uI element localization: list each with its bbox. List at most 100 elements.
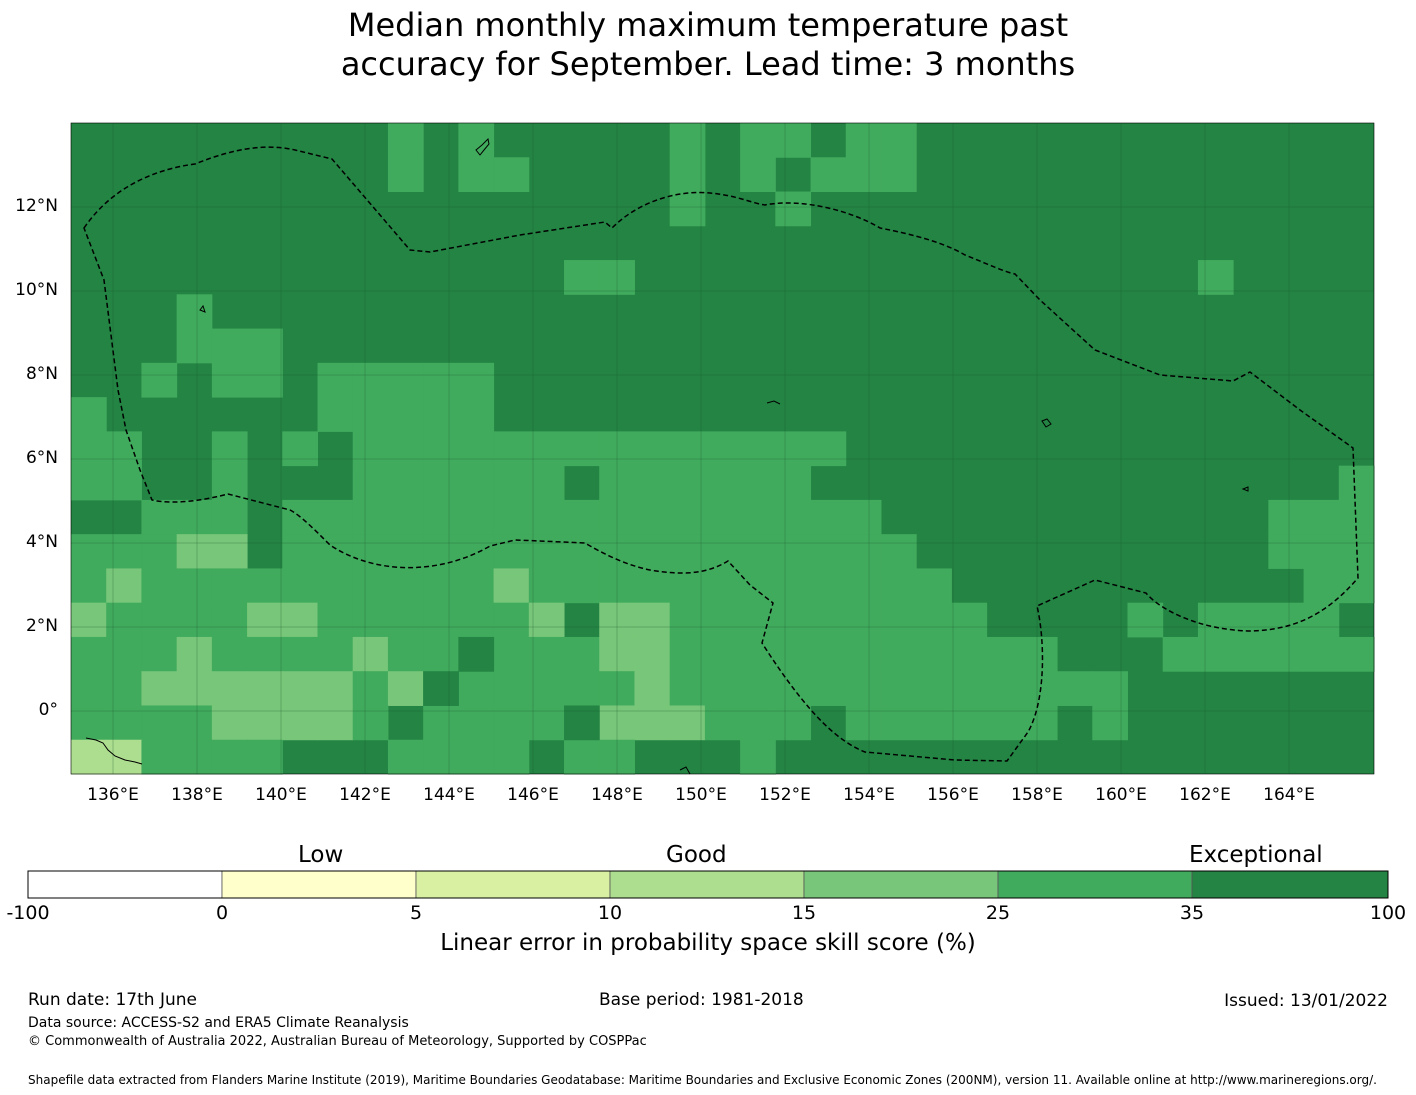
skill-cell [352,499,389,535]
skill-cell [352,705,389,741]
skill-cell [71,739,107,775]
skill-cell [458,705,495,741]
skill-cell [387,397,424,432]
skill-cell [458,534,495,569]
skill-cell [1233,602,1269,638]
skill-cell [352,636,389,672]
skill-cell [564,739,600,775]
skill-cell [951,705,988,741]
eez-boundary [83,146,1359,762]
island-e [766,400,781,405]
skill-cell [1021,636,1058,672]
skill-cell [775,705,812,741]
skill-cell [423,671,459,706]
skill-cell [916,705,952,741]
skill-cell [423,739,459,775]
skill-cell [247,636,283,672]
colorbar [27,870,1389,899]
skill-cell [775,602,812,638]
lon-label: 148°E [591,785,643,805]
skill-cell [1338,465,1375,501]
skill-cell [775,191,812,227]
skill-cell [775,431,812,467]
skill-cell [634,671,671,706]
colorbar-segment [221,870,417,899]
skill-cell [845,157,882,193]
skill-cell [211,534,248,569]
lat-label: 4°N [25,532,58,552]
lon-label: 164°E [1263,785,1315,805]
skill-cell [282,431,319,467]
skill-cell [1197,636,1234,672]
skill-cell [106,602,142,638]
skill-cell [176,328,213,364]
new-guinea-coast [85,737,143,765]
skill-cell [493,636,530,672]
skill-cell [986,705,1023,741]
skill-cell [458,602,495,638]
skill-cell [71,431,107,467]
skill-cell [528,705,565,741]
skill-cell [106,739,142,775]
issued-date: Issued: 13/01/2022 [1224,991,1388,1011]
skill-cell [669,465,706,501]
skill-cell [1303,602,1340,638]
skill-cell [176,294,213,330]
skill-cell [423,431,459,467]
skill-cell [423,465,459,501]
skill-cell [1092,671,1128,706]
colorbar-tick: -100 [6,902,50,924]
lon-label: 142°E [339,785,391,805]
skill-cell [880,157,917,193]
skill-cell [387,671,424,706]
graticule [71,123,1374,774]
skill-cell [282,568,319,604]
skill-cell [845,636,882,672]
skill-cell [810,431,847,467]
lon-label: 144°E [423,785,475,805]
lon-label: 158°E [1011,785,1063,805]
skill-cell [211,671,248,706]
coastlines [85,137,1249,775]
skill-cell [669,636,706,672]
lat-label: 6°N [25,448,58,468]
skill-cell [740,499,776,535]
skill-cell [352,465,389,501]
skill-cell [71,671,107,706]
skill-cell [176,739,213,775]
skill-cell [141,534,178,569]
skill-cell [423,636,459,672]
skill-cell [1127,602,1164,638]
title-line-1: Median monthly maximum temperature past [347,6,1069,44]
skill-cell [247,602,283,638]
skill-cell [845,671,882,706]
skill-cell [986,671,1023,706]
map-frame [70,122,1375,775]
skill-cell [634,499,671,535]
skill-cell [740,534,776,569]
colorbar-label: Linear error in probability space skill … [440,930,976,956]
skill-cell [423,602,459,638]
skill-cell [564,671,600,706]
skill-cell [387,568,424,604]
skill-cell [387,534,424,569]
colorbar-segment [803,870,999,899]
lon-label: 152°E [759,785,811,805]
skill-cell [880,602,917,638]
skill-cell [211,328,248,364]
colorbar-frame [27,870,1389,899]
skill-cell [141,568,178,604]
skill-cell [634,636,671,672]
skill-cell [704,499,741,535]
skill-cell [458,465,495,501]
skill-cell [1057,671,1093,706]
skill-cell [740,431,776,467]
skill-cell [141,602,178,638]
skill-cell [740,636,776,672]
skill-cell [845,705,882,741]
colorbar-tick: 0 [215,902,229,924]
skill-cell [458,739,495,775]
skill-cell [458,157,495,193]
island-a [199,304,206,313]
base-period: Base period: 1981-2018 [599,990,804,1010]
